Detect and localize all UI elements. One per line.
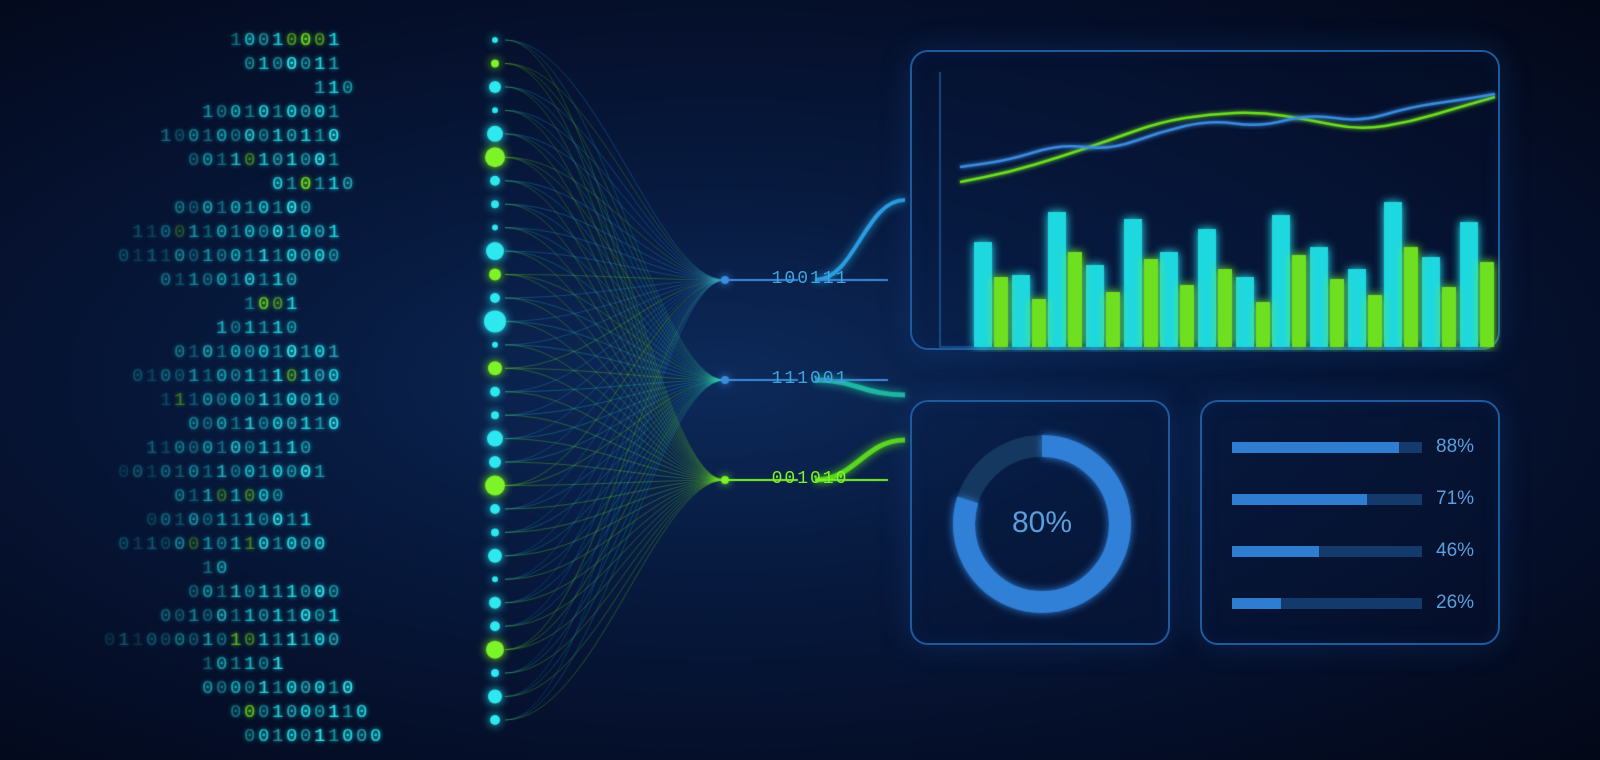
progress-fill <box>1232 598 1281 609</box>
progress-panel: 88% 71% 46% 26% <box>1200 400 1500 645</box>
progress-track <box>1232 546 1422 557</box>
progress-row: 88% <box>1232 436 1474 458</box>
progress-percent-label: 88% <box>1436 436 1474 458</box>
progress-row: 26% <box>1232 592 1474 614</box>
donut-panel: 80% <box>910 400 1170 645</box>
progress-track <box>1232 442 1422 453</box>
middle-binary-code: 100111 <box>730 269 890 289</box>
middle-binary-code: 001010 <box>730 469 890 489</box>
progress-fill <box>1232 546 1319 557</box>
progress-row: 46% <box>1232 540 1474 562</box>
progress-track <box>1232 494 1422 505</box>
progress-percent-label: 46% <box>1436 540 1474 562</box>
donut-percent-label: 80% <box>992 506 1092 540</box>
progress-track <box>1232 598 1422 609</box>
bar-line-chart <box>912 52 1502 352</box>
chart-panel <box>910 50 1500 350</box>
progress-percent-label: 26% <box>1436 592 1474 614</box>
progress-fill <box>1232 494 1367 505</box>
progress-row: 71% <box>1232 488 1474 510</box>
progress-percent-label: 71% <box>1436 488 1474 510</box>
middle-binary-code: 111001 <box>730 369 890 389</box>
progress-fill <box>1232 442 1399 453</box>
